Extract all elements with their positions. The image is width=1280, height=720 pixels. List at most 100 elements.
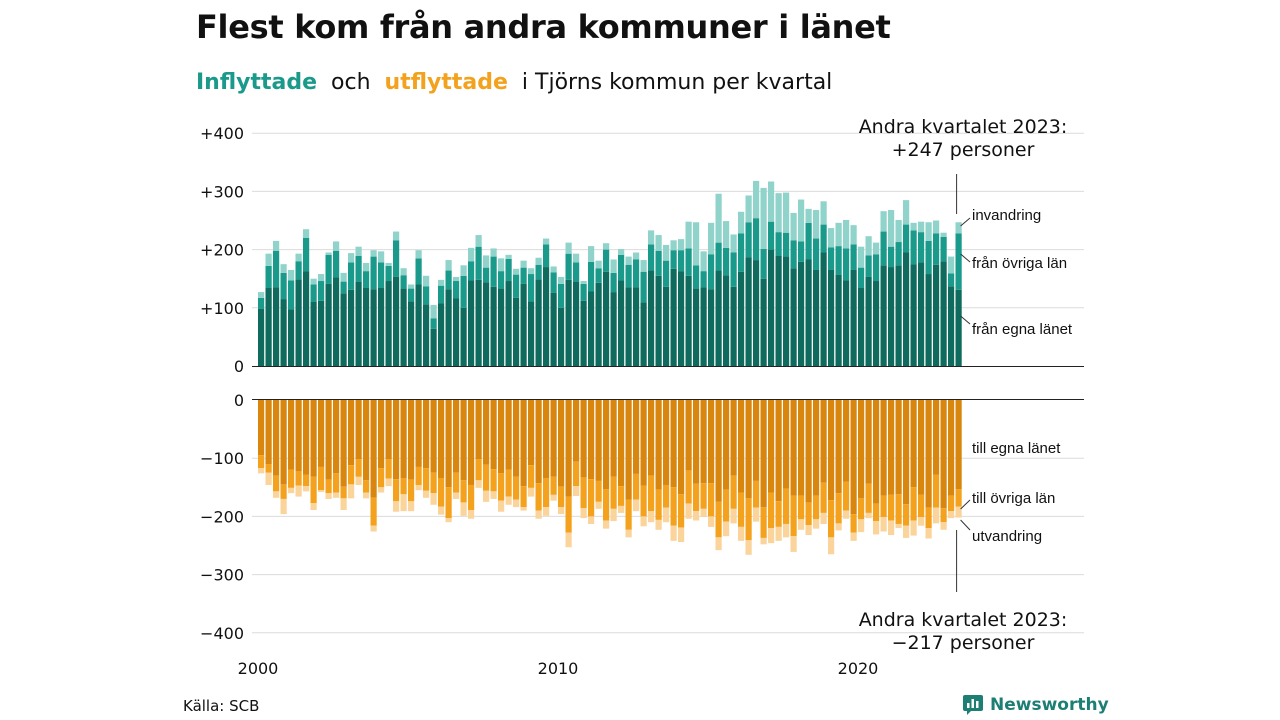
bar-out-0 — [933, 400, 940, 475]
bar-out-1 — [505, 469, 512, 497]
bar-in-1 — [888, 246, 895, 268]
bar-in-0 — [790, 268, 797, 366]
bar-in-0 — [633, 287, 640, 366]
bar-out-1 — [783, 488, 790, 524]
bar-out-0 — [520, 400, 527, 487]
bar-out-2 — [415, 484, 422, 491]
bar-out-1 — [828, 500, 835, 538]
brand[interactable]: Newsworthy — [962, 694, 1109, 716]
bar-out-1 — [280, 484, 287, 499]
bar-out-2 — [445, 518, 452, 523]
bar-out-0 — [783, 400, 790, 489]
bar-out-2 — [498, 500, 505, 512]
bar-in-1 — [468, 261, 475, 281]
bar-in-2 — [715, 193, 722, 243]
bar-out-0 — [258, 400, 265, 456]
bar-in-1 — [693, 265, 700, 289]
bar-in-1 — [798, 241, 805, 262]
bar-out-0 — [565, 400, 572, 497]
bar-in-2 — [670, 240, 677, 251]
bar-in-0 — [948, 286, 955, 366]
bar-in-0 — [873, 281, 880, 366]
bar-in-2 — [370, 250, 377, 257]
bar-out-0 — [370, 400, 377, 498]
bar-out-2 — [880, 516, 887, 532]
bar-out-2 — [468, 509, 475, 519]
bar-in-0 — [603, 271, 610, 366]
bar-out-2 — [678, 527, 685, 543]
bar-out-2 — [685, 503, 692, 519]
bar-out-2 — [355, 476, 362, 485]
bar-out-2 — [460, 502, 467, 516]
bar-out-1 — [430, 472, 437, 494]
bar-in-0 — [460, 307, 467, 366]
bar-in-2 — [820, 201, 827, 225]
bar-out-2 — [700, 508, 707, 517]
bar-out-0 — [948, 400, 955, 496]
bar-out-0 — [355, 400, 362, 460]
bar-out-2 — [333, 492, 340, 498]
bar-out-0 — [843, 400, 850, 482]
bar-in-1 — [355, 256, 362, 282]
brand-name: Newsworthy — [990, 695, 1109, 715]
bar-in-1 — [453, 281, 460, 299]
bar-out-2 — [948, 511, 955, 519]
bar-in-1 — [708, 254, 715, 290]
bar-out-0 — [310, 400, 317, 477]
bar-in-2 — [880, 211, 887, 232]
bar-in-1 — [310, 284, 317, 302]
bar-out-2 — [775, 526, 782, 541]
bar-in-0 — [558, 307, 565, 366]
ytick-bottom: −100 — [200, 449, 244, 468]
bar-out-2 — [865, 512, 872, 519]
bar-out-2 — [655, 519, 662, 530]
bar-out-1 — [355, 459, 362, 477]
bar-out-2 — [423, 490, 430, 498]
bar-out-1 — [460, 480, 467, 503]
bar-out-0 — [655, 400, 662, 490]
bar-out-1 — [820, 482, 827, 513]
bar-in-0 — [813, 269, 820, 366]
bar-out-1 — [385, 459, 392, 479]
bar-out-1 — [400, 477, 407, 495]
bar-out-1 — [513, 476, 520, 500]
bar-out-2 — [535, 510, 542, 519]
bar-in-0 — [730, 286, 737, 366]
bar-in-1 — [790, 240, 797, 269]
bar-out-0 — [400, 400, 407, 478]
bar-in-1 — [813, 238, 820, 270]
bar-in-1 — [700, 271, 707, 288]
bar-out-2 — [430, 493, 437, 505]
bar-out-0 — [925, 400, 932, 508]
bar-in-1 — [438, 285, 445, 304]
bar-out-0 — [940, 400, 947, 509]
bar-in-0 — [640, 302, 647, 366]
bar-out-0 — [618, 400, 625, 487]
bar-out-1 — [903, 504, 910, 526]
bar-out-2 — [610, 508, 617, 522]
bar-in-1 — [543, 244, 550, 268]
bar-out-1 — [693, 483, 700, 512]
bar-in-2 — [340, 272, 347, 282]
bar-out-0 — [513, 400, 520, 477]
bar-out-2 — [325, 493, 332, 499]
bar-in-0 — [835, 274, 842, 366]
bar-in-0 — [475, 279, 482, 366]
bar-out-1 — [633, 473, 640, 500]
bar-out-1 — [865, 483, 872, 513]
bar-out-0 — [363, 400, 370, 481]
bar-in-2 — [483, 255, 490, 268]
ytick-top: +300 — [200, 182, 244, 201]
bar-in-1 — [903, 224, 910, 253]
bar-in-2 — [655, 235, 662, 251]
bar-in-0 — [483, 282, 490, 366]
bar-in-0 — [753, 260, 760, 366]
bar-in-0 — [655, 275, 662, 366]
bar-in-2 — [640, 260, 647, 272]
bar-in-2 — [700, 251, 707, 272]
bar-in-1 — [340, 281, 347, 294]
bar-out-0 — [453, 400, 460, 473]
bar-out-0 — [723, 400, 730, 490]
bar-in-0 — [408, 301, 415, 366]
